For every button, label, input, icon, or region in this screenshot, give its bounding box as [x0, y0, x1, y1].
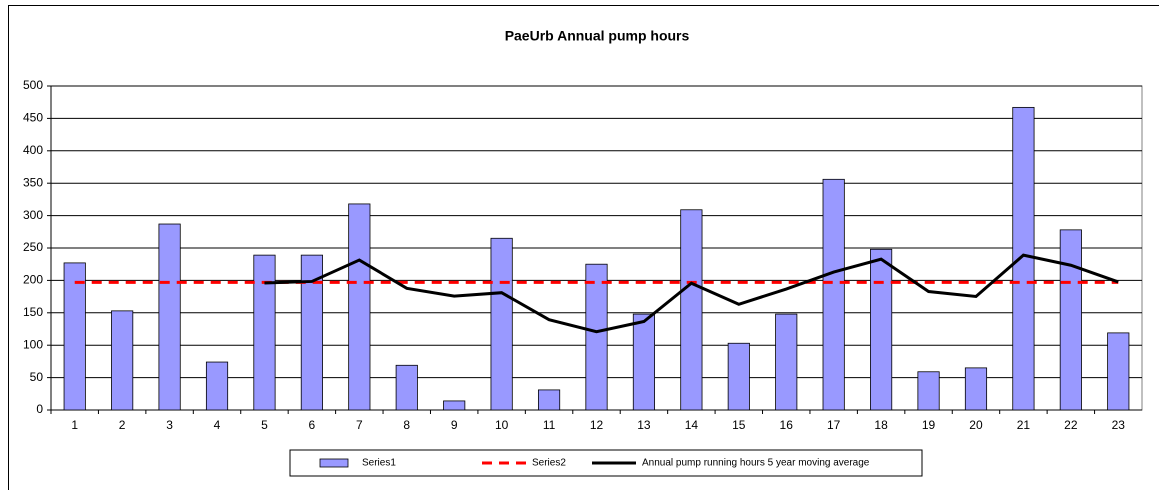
- y-tick-label: 450: [23, 111, 43, 125]
- x-tick-label: 15: [732, 418, 746, 432]
- bar: [537, 389, 561, 411]
- x-tick-label: 2: [119, 418, 126, 432]
- bar: [395, 364, 418, 411]
- x-tick-label: 1: [71, 418, 78, 432]
- x-tick-label: 14: [685, 418, 699, 432]
- bar: [348, 203, 371, 411]
- x-tick-label: 8: [403, 418, 410, 432]
- bar: [917, 371, 940, 411]
- x-tick-label: 5: [261, 418, 268, 432]
- y-tick-label: 350: [23, 175, 43, 189]
- bar: [1107, 332, 1130, 411]
- bar: [680, 209, 703, 411]
- x-tick-label: 9: [451, 418, 458, 432]
- y-tick-label: 150: [23, 305, 43, 319]
- y-tick-label: 100: [23, 337, 43, 351]
- x-tick-label: 17: [827, 418, 841, 432]
- bar: [443, 400, 466, 411]
- legend-label: Annual pump running hours 5 year moving …: [642, 458, 870, 469]
- x-tick-label: 20: [969, 418, 983, 432]
- y-tick-label: 500: [23, 78, 43, 92]
- legend-label: Series1: [362, 458, 396, 469]
- x-tick-label: 11: [543, 418, 556, 432]
- bar: [300, 254, 323, 411]
- bar: [158, 223, 181, 411]
- y-tick-label: 300: [23, 208, 43, 222]
- x-tick-label: 19: [922, 418, 936, 432]
- x-tick-label: 6: [309, 418, 316, 432]
- x-tick-label: 12: [590, 418, 604, 432]
- line: [264, 253, 1119, 334]
- y-tick-label: 200: [23, 273, 43, 287]
- x-tick-label: 10: [495, 418, 509, 432]
- bar: [253, 254, 276, 411]
- x-tick-label: 3: [166, 418, 173, 432]
- bar: [727, 342, 750, 411]
- x-tick-label: 16: [780, 418, 794, 432]
- y-tick-label: 400: [23, 143, 43, 157]
- bar: [964, 367, 988, 411]
- bar: [585, 263, 608, 411]
- x-tick-label: 22: [1064, 418, 1078, 432]
- y-tick-label: 50: [30, 370, 44, 384]
- bar: [205, 361, 229, 411]
- x-tick-label: 4: [214, 418, 221, 432]
- y-tick-label: 0: [36, 402, 43, 416]
- bar: [1059, 229, 1082, 411]
- x-tick-label: 13: [637, 418, 651, 432]
- bar: [1012, 106, 1035, 411]
- chart-title: PaeUrb Annual pump hours: [505, 28, 690, 44]
- x-tick-label: 21: [1017, 418, 1031, 432]
- bar: [111, 310, 134, 411]
- legend-swatch: [319, 458, 349, 468]
- legend-label: Series2: [532, 458, 566, 469]
- bar: [822, 178, 845, 411]
- bar: [63, 262, 86, 411]
- x-tick-label: 7: [356, 418, 363, 432]
- bar: [632, 313, 656, 411]
- y-tick-label: 250: [23, 240, 43, 254]
- x-tick-label: 23: [1112, 418, 1126, 432]
- bar: [870, 248, 893, 411]
- bar: [775, 313, 798, 411]
- bar: [490, 237, 513, 411]
- x-tick-label: 18: [874, 418, 888, 432]
